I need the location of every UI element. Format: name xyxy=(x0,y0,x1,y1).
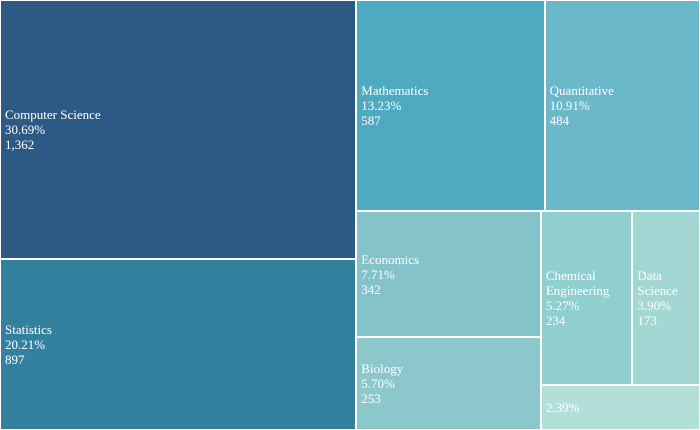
tile: Data Science 3.90% 173 xyxy=(632,211,700,385)
tile-label: Statistics xyxy=(5,322,52,338)
tile-label: Quantitative xyxy=(549,83,614,99)
tile-share: 3.90% xyxy=(637,298,671,314)
tile-share: 30.69% xyxy=(5,122,46,138)
tile-value: 587 xyxy=(361,113,381,129)
tile-label: Mathematics xyxy=(361,83,429,99)
tile-value: 173 xyxy=(637,313,657,329)
tile-share: 13.23% xyxy=(361,98,402,114)
tile-label: Biology xyxy=(361,361,404,376)
tile-label: Computer Science xyxy=(5,107,101,123)
tile: Economics 7.71% 342 xyxy=(356,211,541,338)
tile-value: 342 xyxy=(361,281,381,297)
tile-value: 897 xyxy=(5,352,25,368)
tile-value: 484 xyxy=(549,113,570,129)
tile-label: Chemical Engineering xyxy=(545,268,610,299)
tile-value: 253 xyxy=(361,391,381,406)
tile: Computer Science 30.69% 1,362 xyxy=(0,0,357,260)
tile: 2.39% xyxy=(540,384,700,430)
tile-share: 5.70% xyxy=(361,376,395,391)
tile-share: 20.21% xyxy=(5,337,46,353)
tile-label: Data Science xyxy=(637,268,678,299)
tile: Chemical Engineering 5.27% 234 xyxy=(540,211,633,385)
tile: Mathematics 13.23% 587 xyxy=(356,0,545,212)
tile: Statistics 20.21% 897 xyxy=(0,259,357,430)
tile: Quantitative 10.91% 484 xyxy=(544,0,700,212)
tile-share: 10.91% xyxy=(549,98,590,114)
tile-share: 7.71% xyxy=(361,266,395,282)
tile: Biology 5.70% 253 xyxy=(356,337,541,430)
tile-share: 5.27% xyxy=(545,298,580,314)
tile-value: 1,362 xyxy=(5,137,35,153)
tile-label: Economics xyxy=(361,251,420,267)
tile-value: 234 xyxy=(545,313,566,329)
tile-share: 2.39% xyxy=(545,399,580,415)
